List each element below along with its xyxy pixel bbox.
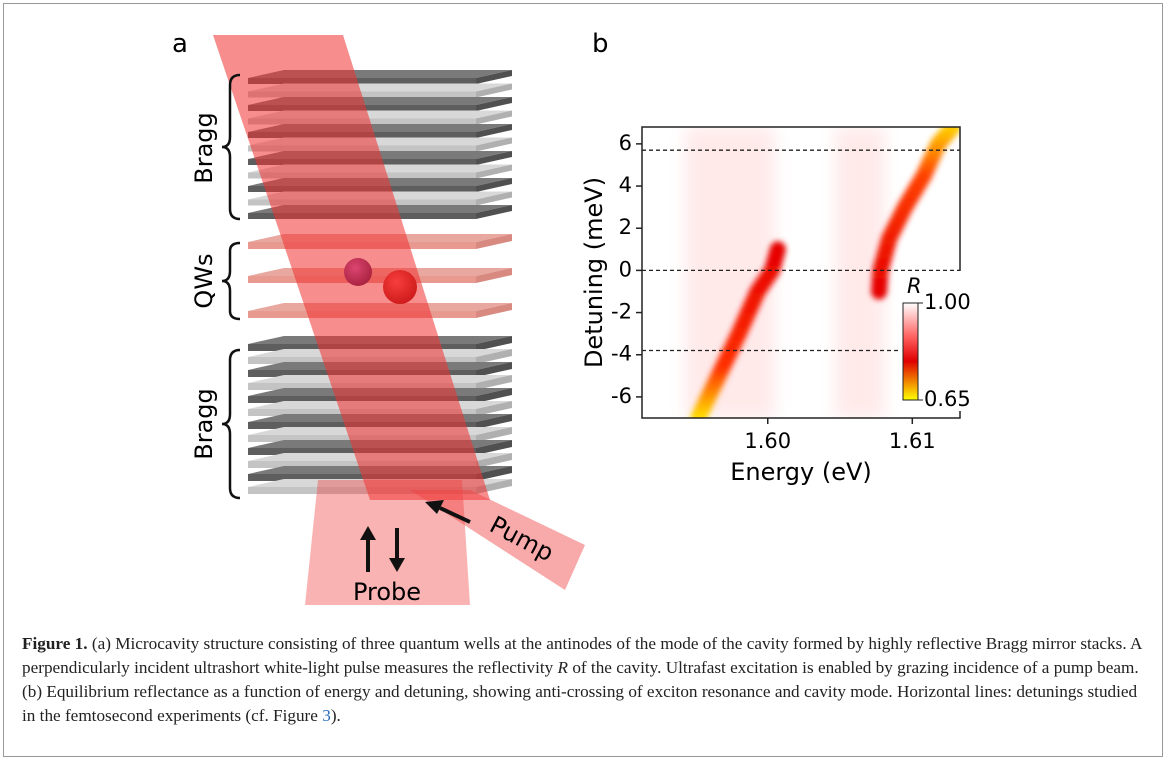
layer-side <box>476 336 512 351</box>
layer-side <box>476 83 512 98</box>
layer-side <box>476 151 512 165</box>
figure-ref[interactable]: 3 <box>322 706 331 725</box>
probe-label: Probe <box>353 578 421 606</box>
caption-text: of the cavity. Ultrafast excitation is e… <box>22 658 1139 725</box>
y-tick-label: -4 <box>611 342 632 366</box>
layer-side <box>476 110 512 125</box>
colorbar-title: R <box>907 274 922 298</box>
caption-symbol: R <box>557 658 569 677</box>
colorbar <box>902 302 919 401</box>
layer-side <box>476 466 512 481</box>
layer-label: QWs <box>190 253 218 308</box>
layer-side <box>476 362 512 377</box>
beam <box>213 35 490 500</box>
colorbar-tick-label: 0.65 <box>924 387 971 411</box>
layer-side <box>476 97 512 111</box>
layer-side <box>476 137 512 152</box>
y-tick-label: 4 <box>619 173 632 197</box>
layer-edge <box>248 78 476 84</box>
layer-edge <box>248 474 476 481</box>
layer-side <box>476 303 512 318</box>
layer-side <box>476 427 512 442</box>
caption-text: (a) Microcavity structure consisting of … <box>22 634 1142 677</box>
layer-side <box>476 388 512 403</box>
y-tick-label: 0 <box>619 257 632 281</box>
y-tick-label: -2 <box>611 300 632 324</box>
y-tick-label: 2 <box>619 215 632 239</box>
layer-side <box>476 453 512 468</box>
layer-side <box>476 401 512 416</box>
x-axis-label: Energy (eV) <box>730 458 872 486</box>
probe-beam <box>305 480 470 605</box>
branch <box>690 241 786 418</box>
y-tick-label: -6 <box>611 384 632 408</box>
y-tick-label: 6 <box>619 131 632 155</box>
layer-side <box>476 191 512 206</box>
arrows <box>360 500 471 572</box>
x-tick-label: 1.61 <box>889 429 936 453</box>
layer-side <box>476 375 512 390</box>
panel-label: a <box>172 29 188 59</box>
layer-side <box>476 440 512 455</box>
layer-side <box>476 414 512 429</box>
layer-side <box>476 178 512 192</box>
y-axis-label: Detuning (meV) <box>580 177 608 368</box>
heatmap <box>685 127 960 418</box>
layer-side <box>476 205 512 219</box>
layer-side <box>476 268 512 283</box>
layer-side <box>476 234 512 249</box>
colorbar-tick-label: 1.00 <box>924 290 971 314</box>
frame <box>3 3 1163 757</box>
layer-side <box>476 349 512 364</box>
caption-text: ). <box>330 706 341 725</box>
braces <box>221 73 241 500</box>
layer-label: Bragg <box>190 112 218 184</box>
caption-label: Figure 1. <box>22 634 88 653</box>
caption: Figure 1. (a) Microcavity structure cons… <box>22 632 1147 728</box>
x-tick-label: 1.60 <box>744 429 791 453</box>
layer-side <box>476 164 512 179</box>
figure: a Bragg QWs Bragg Probe Pump b -6-4-2024… <box>172 29 971 606</box>
layer-side <box>476 70 512 84</box>
layer-edge <box>248 487 476 494</box>
layer-label: Bragg <box>190 388 218 460</box>
layer-edge <box>248 91 476 98</box>
panel-label: b <box>592 29 609 59</box>
layer-side <box>476 124 512 138</box>
